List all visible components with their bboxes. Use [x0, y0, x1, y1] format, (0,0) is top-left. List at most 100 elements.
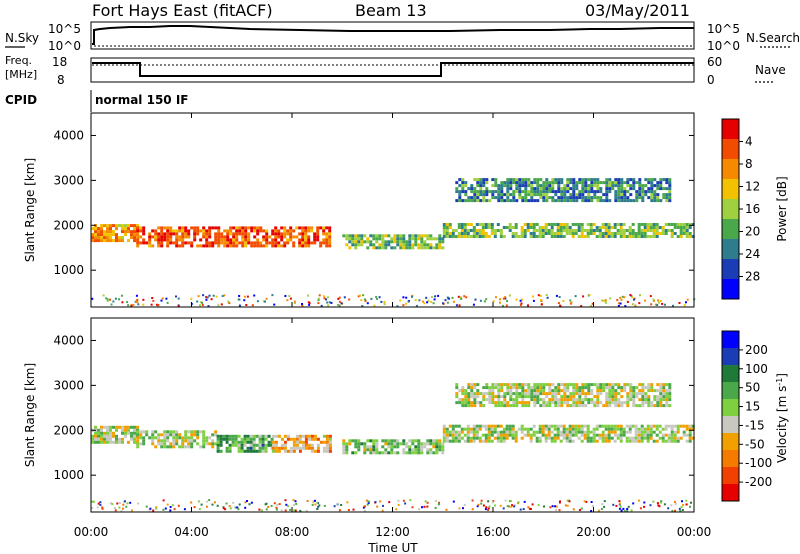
data-cell [595, 433, 599, 437]
data-cell [342, 442, 346, 446]
data-cell [472, 424, 476, 428]
data-cell [503, 392, 507, 396]
data-cell [568, 430, 572, 434]
data-cell [614, 401, 618, 405]
data-cell [429, 442, 433, 446]
data-cell [560, 178, 564, 182]
data-cell [530, 181, 534, 185]
data-cell [438, 240, 442, 244]
data-cell [595, 235, 599, 238]
data-cell [581, 181, 585, 185]
data-cell [605, 184, 609, 188]
data-cell [405, 243, 409, 247]
data-cell [647, 401, 651, 405]
data-cell [357, 295, 360, 298]
data-cell [536, 184, 540, 188]
data-cell [151, 442, 155, 446]
data-cell [515, 190, 519, 194]
data-cell [432, 442, 436, 446]
data-cell [466, 229, 470, 232]
data-cell [127, 428, 130, 432]
data-cell [404, 502, 407, 505]
data-cell [619, 296, 622, 299]
data-cell [485, 383, 489, 387]
data-cell [575, 187, 579, 191]
data-cell [283, 241, 287, 245]
data-cell [387, 243, 391, 247]
data-cell [441, 240, 445, 244]
data-cell [503, 181, 507, 185]
data-cell [629, 178, 633, 182]
data-cell [372, 234, 376, 238]
data-cell [345, 237, 349, 241]
data-cell [457, 226, 461, 229]
data-cell [319, 244, 323, 248]
data-cell [538, 436, 542, 440]
data-cell [595, 439, 599, 443]
data-cell [664, 427, 668, 431]
data-cell [502, 235, 506, 238]
data-cell [641, 196, 645, 200]
data-cell [520, 235, 524, 238]
data-cell [487, 500, 490, 503]
data-cell [201, 301, 203, 304]
data-cell [240, 443, 244, 447]
cpid-label: CPID [5, 93, 37, 107]
data-cell [376, 505, 379, 508]
data-cell [644, 178, 648, 182]
data-cell [221, 295, 224, 297]
data-cell [638, 178, 642, 182]
data-cell [557, 187, 561, 191]
data-cell [235, 235, 239, 239]
data-cell [608, 178, 612, 182]
data-cell [620, 199, 624, 203]
data-cell [538, 235, 542, 238]
data-cell [399, 299, 402, 302]
data-cell [126, 301, 129, 304]
data-cell [638, 184, 642, 188]
data-cell [472, 303, 475, 306]
data-cell [435, 448, 439, 452]
data-cell [262, 300, 265, 303]
data-cell [521, 383, 525, 387]
data-cell [479, 178, 483, 182]
data-cell [634, 436, 638, 440]
data-cell [465, 296, 468, 299]
data-cell [673, 232, 677, 235]
data-cell [402, 499, 405, 502]
data-cell [646, 436, 650, 440]
data-cell [111, 503, 114, 506]
data-cell [586, 235, 590, 238]
data-cell [181, 436, 185, 440]
data-cell [163, 232, 167, 236]
data-cell [322, 440, 326, 444]
data-cell [362, 506, 365, 509]
data-cell [411, 237, 415, 241]
data-cell [283, 446, 287, 450]
data-cell [208, 235, 212, 239]
noise-right-tick-top: 10^5 [707, 22, 740, 36]
data-cell [455, 395, 459, 399]
data-cell [284, 295, 287, 297]
data-cell [640, 427, 644, 431]
data-cell [408, 237, 412, 241]
data-cell [628, 424, 632, 428]
data-cell [374, 501, 377, 504]
data-cell [232, 232, 236, 236]
data-cell [155, 507, 158, 510]
data-cell [506, 193, 510, 197]
data-cell [304, 443, 308, 447]
data-cell [184, 235, 188, 239]
data-cell [611, 184, 615, 188]
data-cell [274, 446, 278, 450]
data-cell [616, 232, 620, 235]
data-cell [472, 430, 476, 434]
data-cell [506, 181, 510, 185]
data-cell [682, 232, 686, 235]
data-cell [565, 430, 569, 434]
data-cell [607, 436, 611, 440]
data-cell [220, 303, 223, 306]
data-cell [319, 440, 323, 444]
data-cell [118, 236, 121, 240]
data-cell [485, 199, 489, 203]
